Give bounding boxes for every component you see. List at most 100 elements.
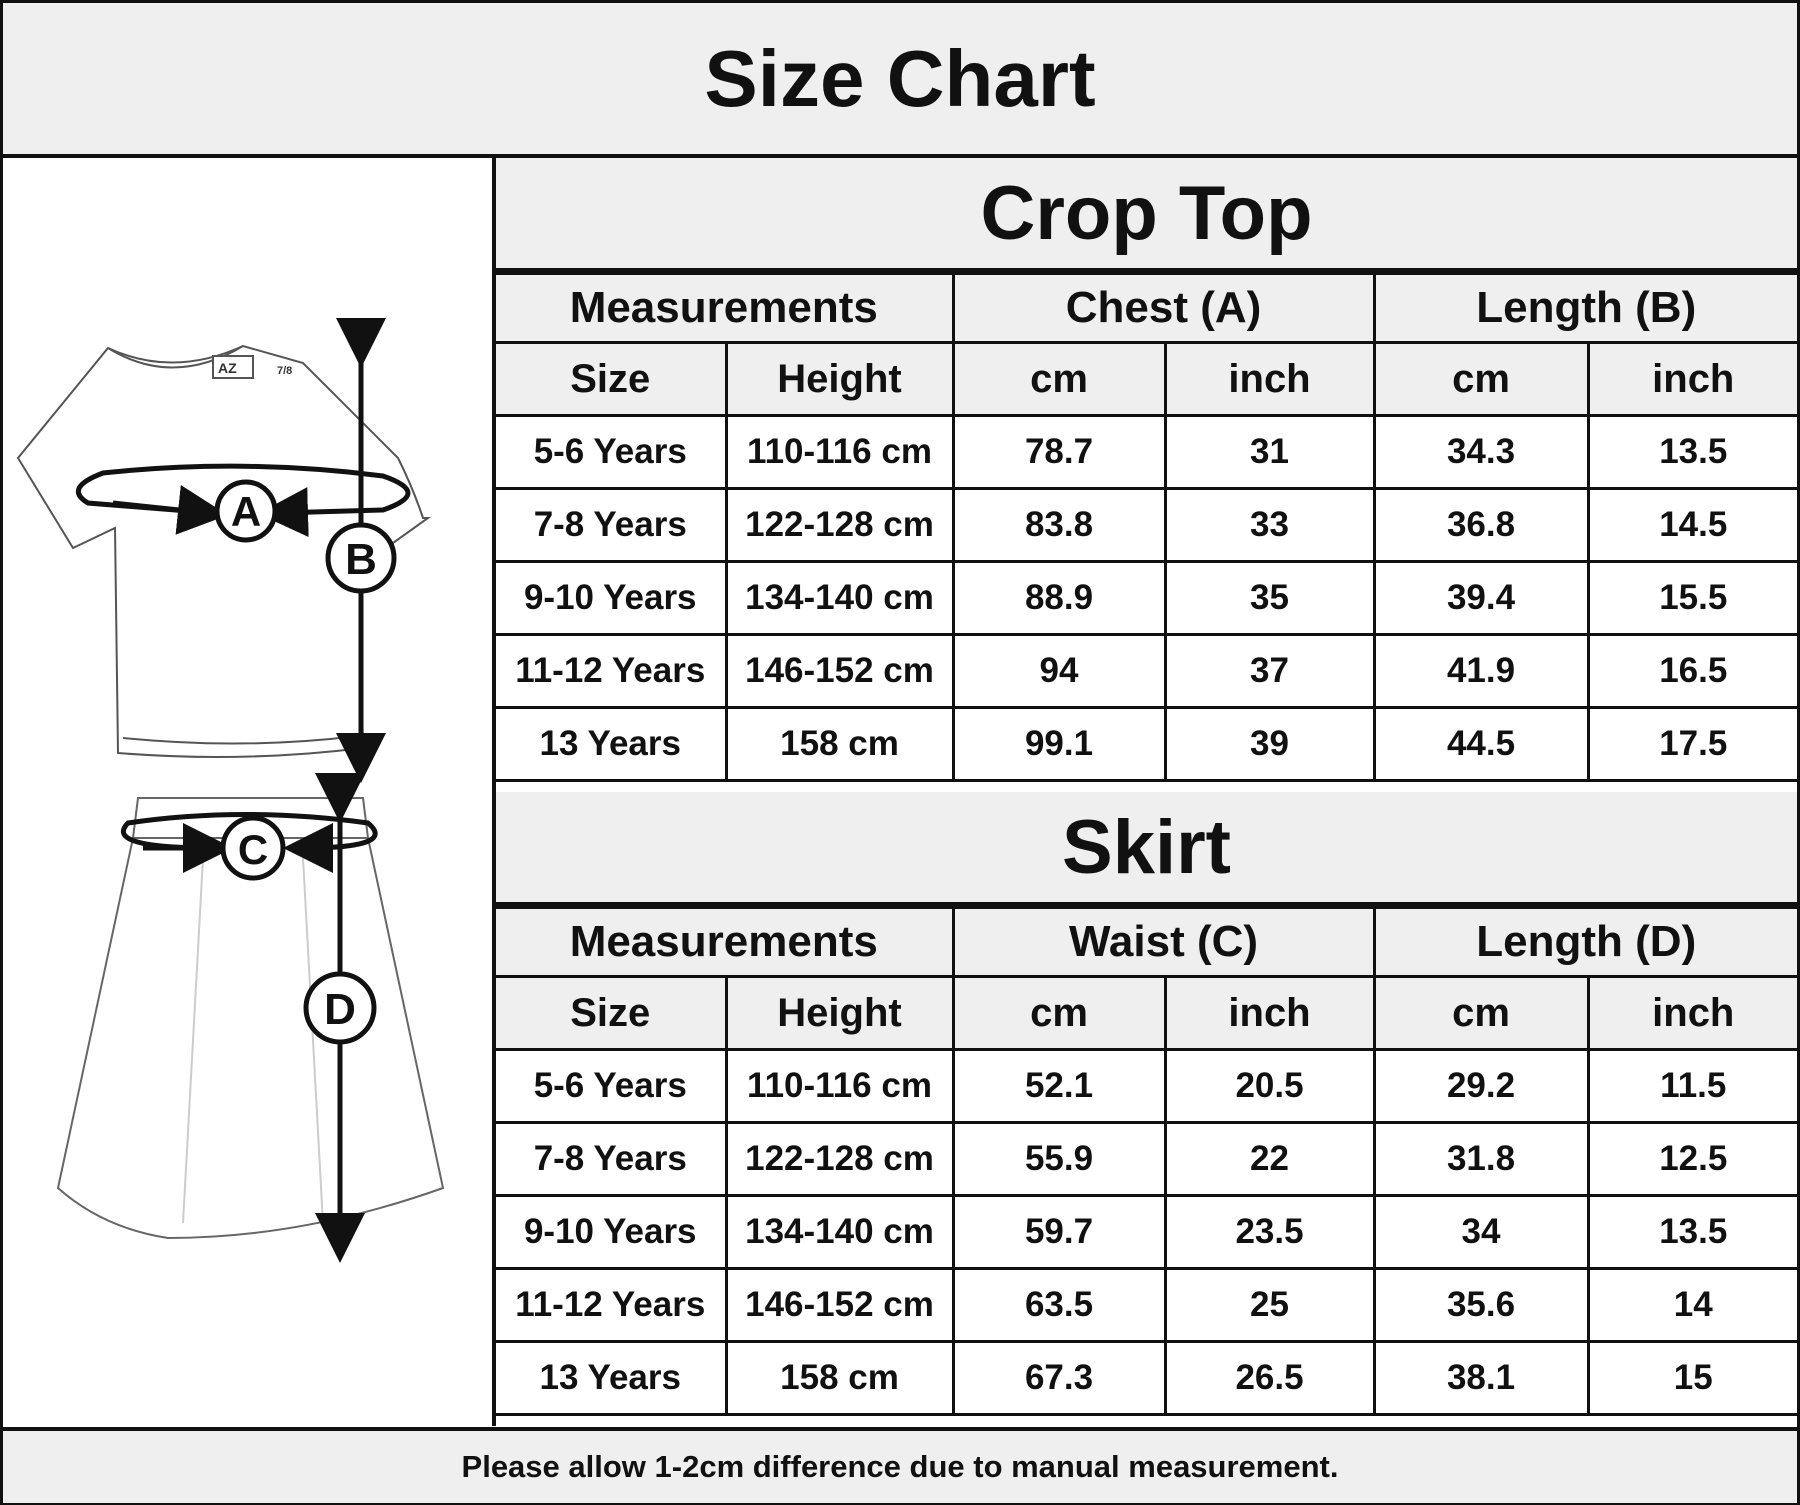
table-cell: 37 [1163, 633, 1376, 709]
table-cell: 17.5 [1586, 706, 1798, 782]
table-cell: 39.4 [1372, 560, 1590, 636]
column-header: cm [1372, 341, 1590, 417]
skirt-table: Measurements Waist (C) Length (D) Size Heigh… [496, 906, 1798, 1416]
table-cell: 67.3 [951, 1340, 1167, 1416]
table-cell: 55.9 [951, 1121, 1167, 1197]
table-cell: 26.5 [1163, 1340, 1376, 1416]
table-row: 5-6 Years 110-116 cm 52.1 20.5 29.2 11.5 [496, 1048, 1798, 1124]
table-cell: 11-12 Years [496, 1267, 728, 1343]
garment-illustration-panel: AZ 7/8 A B C D [3, 158, 496, 1426]
header-group: Length (B) [1372, 272, 1798, 344]
table-row: 9-10 Years 134-140 cm 88.9 35 39.4 15.5 [496, 560, 1798, 636]
table-cell: 88.9 [951, 560, 1167, 636]
table-cell: 11.5 [1586, 1048, 1798, 1124]
crop-top-drawing [16, 344, 432, 758]
chest-arrow [75, 463, 411, 538]
marker-a-circle [214, 479, 278, 543]
table-cell: 13.5 [1586, 414, 1798, 490]
table-cell: 31.8 [1372, 1121, 1590, 1197]
table-cell: 110-116 cm [724, 414, 955, 490]
table-row: 11-12 Years 146-152 cm 94 37 41.9 16.5 [496, 633, 1798, 709]
header-group: Chest (A) [951, 272, 1376, 344]
table-cell: 38.1 [1372, 1340, 1590, 1416]
table-cell: 134-140 cm [724, 560, 955, 636]
table-cell: 78.7 [951, 414, 1167, 490]
size-tag-label: 7/8 [277, 365, 292, 377]
table-cell: 13 Years [496, 706, 728, 782]
header-group: Measurements [496, 906, 955, 978]
table-cell: 15.5 [1586, 560, 1798, 636]
column-header: cm [951, 341, 1167, 417]
table-cell: 110-116 cm [724, 1048, 955, 1124]
table-cell: 12.5 [1586, 1121, 1798, 1197]
table-row: 13 Years 158 cm 67.3 26.5 38.1 15 [496, 1340, 1798, 1416]
header-group-row: Measurements Waist (C) Length (D) [496, 906, 1798, 978]
table-cell: 99.1 [951, 706, 1167, 782]
table-cell: 158 cm [724, 1340, 955, 1416]
column-header: inch [1163, 341, 1376, 417]
table-row: 11-12 Years 146-152 cm 63.5 25 35.6 14 [496, 1267, 1798, 1343]
table-cell: 158 cm [724, 706, 955, 782]
crop-top-title: Crop Top [496, 158, 1797, 272]
crop-top-table: Measurements Chest (A) Length (B) Size Heigh… [496, 272, 1798, 782]
table-cell: 44.5 [1372, 706, 1590, 782]
column-header: inch [1586, 975, 1798, 1051]
table-cell: 16.5 [1586, 633, 1798, 709]
column-header-row: Size Height cm inch cm inch [496, 975, 1798, 1051]
table-cell: 22 [1163, 1121, 1376, 1197]
marker-a: A [231, 488, 261, 535]
table-row: 5-6 Years 110-116 cm 78.7 31 34.3 13.5 [496, 414, 1798, 490]
table-cell: 35.6 [1372, 1267, 1590, 1343]
table-cell: 36.8 [1372, 487, 1590, 563]
marker-b: B [345, 535, 377, 584]
table-cell: 34 [1372, 1194, 1590, 1270]
header-group-row: Measurements Chest (A) Length (B) [496, 272, 1798, 344]
table-row: 7-8 Years 122-128 cm 83.8 33 36.8 14.5 [496, 487, 1798, 563]
footer-note: Please allow 1-2cm difference due to man… [3, 1427, 1797, 1503]
table-cell: 29.2 [1372, 1048, 1590, 1124]
marker-d: D [324, 985, 356, 1034]
table-cell: 14.5 [1586, 487, 1798, 563]
table-cell: 7-8 Years [496, 487, 728, 563]
column-header: Height [724, 341, 955, 417]
garment-diagram: AZ 7/8 A B C D [16, 318, 445, 1263]
column-header: Height [724, 975, 955, 1051]
column-header: Size [496, 341, 728, 417]
table-cell: 63.5 [951, 1267, 1167, 1343]
skirt-title: Skirt [496, 792, 1797, 906]
table-cell: 59.7 [951, 1194, 1167, 1270]
table-cell: 23.5 [1163, 1194, 1376, 1270]
table-cell: 20.5 [1163, 1048, 1376, 1124]
table-cell: 7-8 Years [496, 1121, 728, 1197]
table-cell: 122-128 cm [724, 1121, 955, 1197]
table-row: 9-10 Years 134-140 cm 59.7 23.5 34 13.5 [496, 1194, 1798, 1270]
table-cell: 83.8 [951, 487, 1167, 563]
table-row: 13 Years 158 cm 99.1 39 44.5 17.5 [496, 706, 1798, 782]
table-cell: 13 Years [496, 1340, 728, 1416]
table-cell: 94 [951, 633, 1167, 709]
table-cell: 5-6 Years [496, 1048, 728, 1124]
table-row: 7-8 Years 122-128 cm 55.9 22 31.8 12.5 [496, 1121, 1798, 1197]
column-header: cm [1372, 975, 1590, 1051]
table-cell: 39 [1163, 706, 1376, 782]
crop-top-section: Crop Top Measurements Chest (A) Length (B)… [496, 158, 1798, 782]
table-cell: 146-152 cm [724, 633, 955, 709]
column-header: cm [951, 975, 1167, 1051]
table-cell: 9-10 Years [496, 1194, 728, 1270]
brand-label: AZ [218, 360, 237, 376]
table-cell: 41.9 [1372, 633, 1590, 709]
table-cell: 146-152 cm [724, 1267, 955, 1343]
table-cell: 25 [1163, 1267, 1376, 1343]
table-cell: 13.5 [1586, 1194, 1798, 1270]
header-group: Length (D) [1372, 906, 1798, 978]
table-cell: 11-12 Years [496, 633, 728, 709]
table-cell: 5-6 Years [496, 414, 728, 490]
table-cell: 52.1 [951, 1048, 1167, 1124]
table-cell: 31 [1163, 414, 1376, 490]
table-cell: 15 [1586, 1340, 1798, 1416]
table-cell: 9-10 Years [496, 560, 728, 636]
table-cell: 33 [1163, 487, 1376, 563]
waist-arrow [120, 812, 378, 873]
column-header-row: Size Height cm inch cm inch [496, 341, 1798, 417]
